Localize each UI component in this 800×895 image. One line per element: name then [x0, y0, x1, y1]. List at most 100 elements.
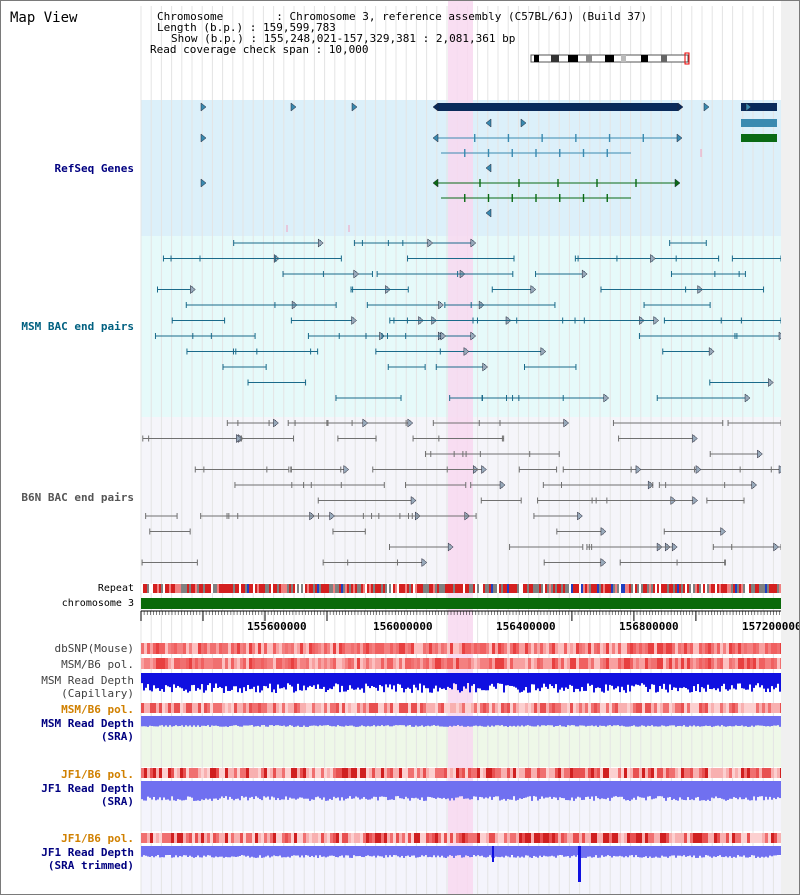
polymorphism-cell — [459, 768, 462, 778]
polymorphism-cell — [645, 833, 648, 843]
polymorphism-cell — [303, 643, 306, 654]
read-depth-bar — [693, 781, 695, 801]
strand-arrow-icon — [427, 238, 434, 248]
polymorphism-cell — [255, 703, 258, 713]
repeat-block — [241, 584, 243, 593]
polymorphism-cell — [147, 703, 150, 713]
right-margin — [781, 1, 799, 894]
polymorphism-cell — [654, 768, 657, 778]
repeat-block — [521, 584, 523, 593]
read-depth-bar — [743, 673, 745, 689]
read-depth-bar — [551, 716, 553, 726]
read-depth-bar — [419, 673, 421, 684]
repeat-block — [179, 584, 181, 593]
polymorphism-cell — [582, 768, 585, 778]
read-depth-bar — [191, 781, 193, 798]
polymorphism-cell — [477, 703, 480, 713]
read-depth-bar — [217, 846, 219, 858]
ideogram-band — [621, 55, 626, 62]
polymorphism-cell — [369, 643, 372, 654]
polymorphism-cell — [165, 703, 168, 713]
read-depth-bar — [187, 673, 189, 693]
read-depth-bar — [481, 716, 483, 727]
read-depth-bar — [225, 781, 227, 797]
polymorphism-cell — [198, 768, 201, 778]
repeat-block — [645, 584, 647, 593]
read-depth-bar — [455, 673, 457, 685]
repeat-block — [143, 584, 145, 593]
read-depth-bar — [537, 673, 539, 689]
repeat-block — [693, 584, 695, 593]
read-depth-bar — [583, 846, 585, 858]
track-label-b6n-bac[interactable]: B6N BAC end pairs — [21, 491, 134, 504]
repeat-block — [685, 584, 687, 593]
read-depth-bar — [481, 846, 483, 856]
polymorphism-cell — [492, 658, 495, 669]
repeat-block — [207, 584, 209, 593]
read-depth-bar — [729, 846, 731, 857]
polymorphism-cell — [405, 658, 408, 669]
ideogram-band — [534, 55, 539, 62]
read-depth-bar — [239, 781, 241, 801]
read-depth-bar — [663, 846, 665, 857]
repeat-block — [205, 584, 207, 593]
read-depth-bar — [547, 781, 549, 798]
polymorphism-cell — [672, 643, 675, 654]
repeat-block — [651, 584, 653, 593]
read-depth-bar — [553, 846, 555, 857]
read-depth-bar — [381, 673, 383, 687]
polymorphism-cell — [198, 833, 201, 843]
repeat-block — [629, 584, 631, 593]
read-depth-bar — [365, 846, 367, 856]
polymorphism-cell — [693, 658, 696, 669]
polymorphism-cell — [465, 643, 468, 654]
polymorphism-cell — [189, 643, 192, 654]
polymorphism-cell — [477, 768, 480, 778]
strand-arrow-icon — [343, 464, 350, 475]
repeat-block — [163, 584, 165, 593]
polymorphism-cell — [312, 658, 315, 669]
polymorphism-cell — [630, 768, 633, 778]
polymorphism-cell — [711, 643, 714, 654]
polymorphism-cell — [732, 658, 735, 669]
read-depth-bar — [149, 781, 151, 798]
read-depth-bar — [471, 673, 473, 686]
read-depth-bar — [599, 673, 601, 689]
polymorphism-cell — [513, 643, 516, 654]
polymorphism-cell — [573, 703, 576, 713]
read-depth-bar — [173, 673, 175, 685]
repeat-block — [743, 584, 745, 593]
read-depth-bar — [655, 846, 657, 857]
repeat-block — [359, 584, 361, 593]
polymorphism-cell — [657, 658, 660, 669]
polymorphism-cell — [603, 703, 606, 713]
read-depth-bar — [745, 781, 747, 798]
read-depth-bar — [533, 673, 535, 685]
read-depth-bar — [175, 716, 177, 726]
read-depth-bar — [171, 673, 173, 693]
read-depth-bar — [327, 846, 329, 857]
read-depth-bar — [473, 781, 475, 797]
gene-transcript — [438, 103, 678, 111]
read-depth-bar — [487, 673, 489, 691]
read-depth-bar — [163, 781, 165, 798]
polymorphism-cell — [291, 643, 294, 654]
read-depth-bar — [363, 716, 365, 727]
read-depth-bar — [757, 716, 759, 726]
track-label-refseq-genes[interactable]: RefSeq Genes — [54, 162, 134, 175]
read-depth-bar — [183, 781, 185, 801]
repeat-block — [535, 584, 537, 593]
track-label-msm-bac[interactable]: MSM BAC end pairs — [21, 320, 134, 333]
read-depth-bar — [239, 846, 241, 856]
read-depth-bar — [639, 781, 641, 798]
read-depth-bar — [549, 716, 551, 726]
polymorphism-cell — [540, 768, 543, 778]
axis-tick-label: 155600000 — [247, 620, 307, 633]
polymorphism-cell — [279, 643, 282, 654]
polymorphism-cell — [417, 643, 420, 654]
read-depth-bar — [151, 846, 153, 856]
read-depth-bar — [337, 716, 339, 726]
polymorphism-cell — [141, 833, 144, 843]
read-depth-bar — [415, 673, 417, 688]
